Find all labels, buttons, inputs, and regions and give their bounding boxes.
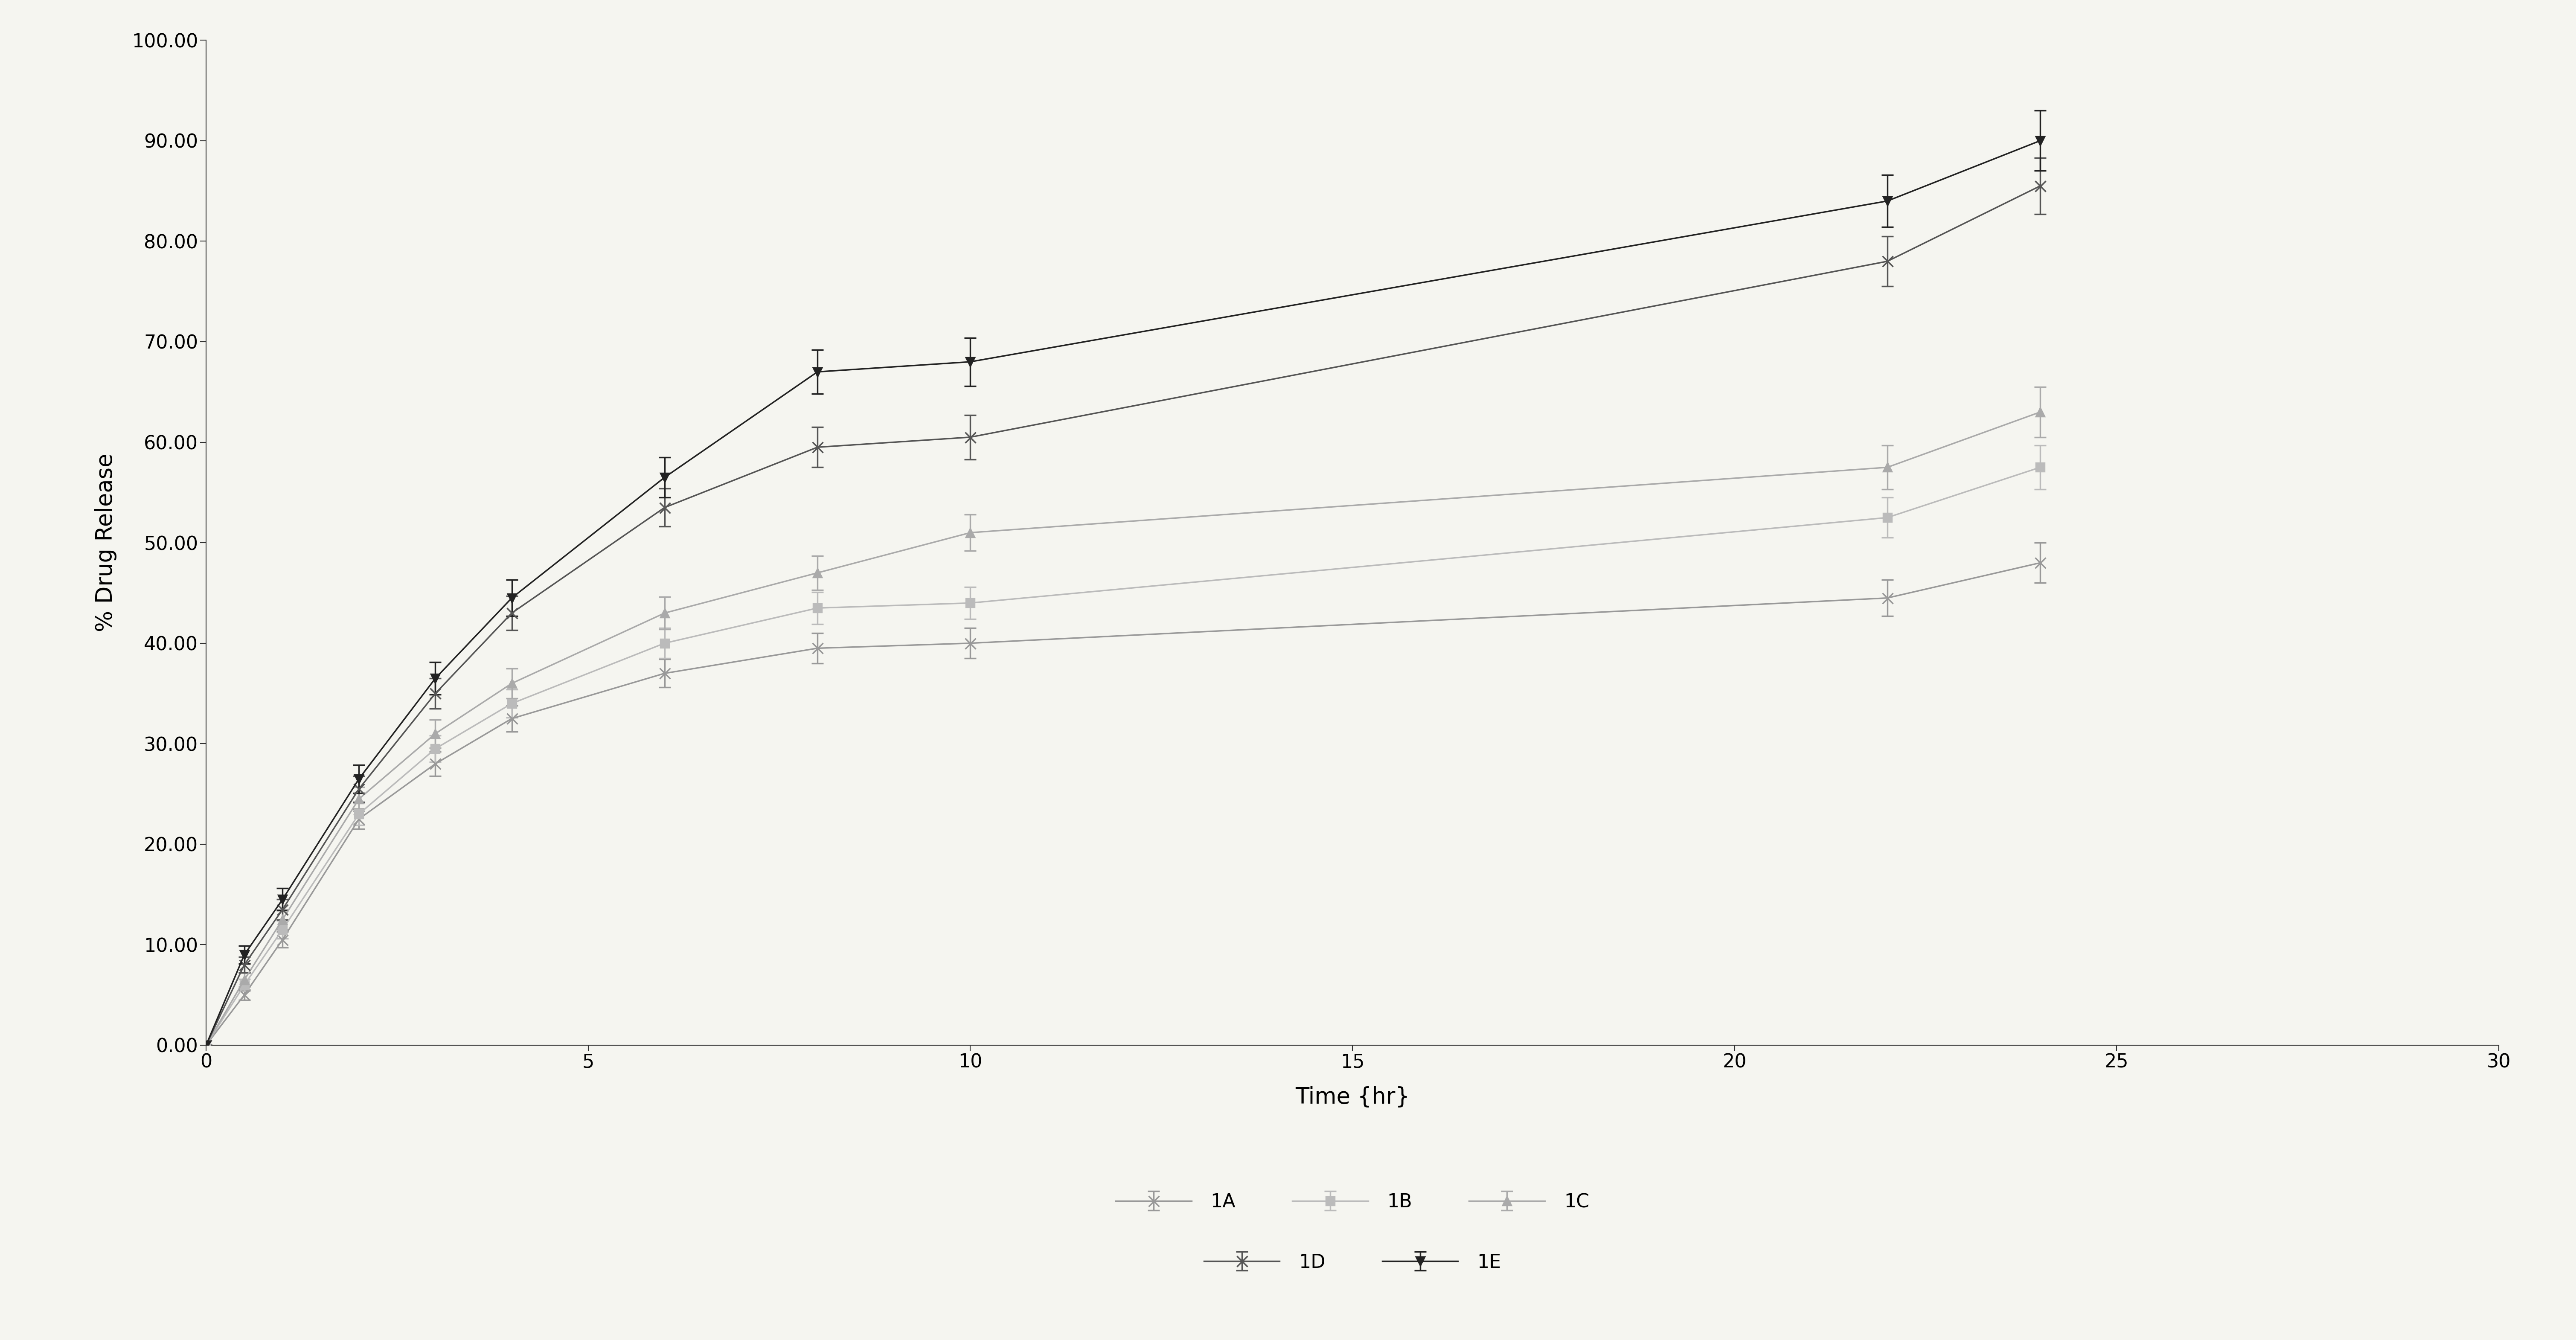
Legend: 1D, 1E: 1D, 1E [1195, 1246, 1510, 1280]
X-axis label: Time {hr}: Time {hr} [1296, 1087, 1409, 1108]
Y-axis label: % Drug Release: % Drug Release [95, 453, 116, 632]
